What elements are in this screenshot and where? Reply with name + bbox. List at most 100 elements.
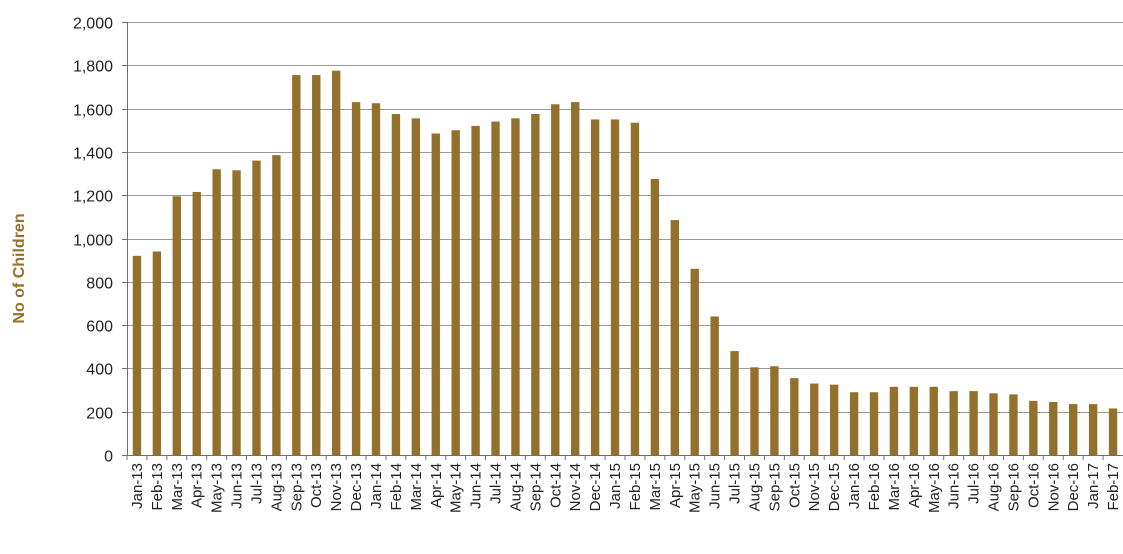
x-tick-label: Sep-14 [527, 463, 544, 511]
bar-sep-13 [292, 75, 301, 455]
x-tick-label: Jun-16 [946, 463, 963, 509]
bar-oct-15 [790, 378, 799, 455]
bar-may-16 [929, 386, 938, 455]
bar-oct-13 [312, 75, 321, 455]
y-axis: 0 200 400 600 800 1,000 1,200 1,400 1,600 1,800 2,… [73, 16, 128, 466]
x-tick-label: Jul-16 [966, 463, 983, 504]
x-tick-label: Apr-13 [189, 463, 206, 508]
x-tick-label: Feb-13 [149, 463, 166, 511]
x-tick-label: Sep-16 [1005, 463, 1022, 511]
y-tick-label: 0 [104, 449, 113, 466]
bar-feb-15 [630, 122, 640, 456]
bar-jan-15 [610, 119, 620, 456]
bar-may-13 [212, 169, 221, 455]
bar-dec-13 [351, 102, 361, 456]
x-tick-label: Oct-14 [547, 463, 564, 508]
x-tick-label: Aug-13 [268, 463, 285, 511]
bar-jan-17 [1088, 404, 1098, 455]
bar-dec-16 [1069, 404, 1078, 455]
bar-jul-16 [969, 391, 978, 455]
x-tick-label: Dec-16 [1065, 463, 1082, 511]
x-axis: Jan-13 Feb-13 Mar-13 Apr-13 May-13 Jun-13 Jul-… [126, 455, 1123, 513]
x-tick-label: Mar-13 [169, 463, 186, 511]
y-tick-label: 200 [86, 406, 113, 423]
bar-feb-17 [1108, 408, 1118, 455]
bar-sep-15 [770, 366, 779, 455]
y-tick-label: 2,000 [73, 16, 113, 33]
x-tick-label: Sep-15 [766, 463, 783, 511]
bar-jul-14 [491, 121, 500, 455]
bar-nov-13 [331, 70, 341, 456]
bar-jun-15 [710, 316, 719, 455]
x-tick-label: May-13 [209, 463, 226, 513]
x-tick-label: Apr-16 [906, 463, 923, 508]
bar-feb-14 [391, 114, 401, 455]
x-tick-label: Aug-14 [507, 463, 524, 511]
y-tick-label: 1,600 [73, 103, 113, 120]
x-tick-label: Feb-15 [627, 463, 644, 511]
y-tick-label: 400 [86, 362, 113, 379]
x-tick-label: Jan-16 [846, 463, 863, 509]
x-tick-label: Jul-15 [727, 463, 744, 504]
bar-aug-15 [750, 367, 759, 455]
x-tick-label: Jan-14 [368, 463, 385, 509]
x-tick-label: Jun-15 [707, 463, 724, 509]
x-tick-label: Oct-16 [1025, 463, 1042, 508]
x-tick-label: Nov-15 [806, 463, 823, 511]
bar-jul-13 [252, 160, 261, 455]
x-tick-label: Mar-16 [886, 463, 903, 511]
x-tick-label: Jul-13 [248, 463, 265, 504]
bar-feb-16 [869, 392, 879, 455]
bar-oct-16 [1029, 400, 1038, 456]
x-tick-label: May-14 [448, 463, 465, 513]
x-tick-label: Apr-15 [667, 463, 684, 508]
x-tick-label: Jun-13 [229, 463, 246, 509]
x-tick-label: Dec-13 [348, 463, 365, 511]
bar-jan-14 [371, 103, 381, 455]
x-tick-label: Nov-16 [1045, 463, 1062, 511]
y-tick-label: 1,000 [73, 233, 113, 250]
bar-nov-16 [1049, 401, 1058, 455]
bar-aug-13 [272, 155, 281, 455]
bar-mar-14 [411, 118, 421, 455]
x-tick-label: Nov-14 [567, 463, 584, 511]
x-tick-label: Mar-15 [647, 463, 664, 511]
x-tick-label: Jan-15 [607, 463, 624, 509]
x-tick-label: Aug-16 [986, 463, 1003, 511]
bar-sep-16 [1009, 394, 1018, 455]
x-tick-label: May-15 [687, 463, 704, 513]
y-axis-label: No of Children [11, 213, 28, 323]
bar-may-14 [451, 130, 460, 455]
x-tick-label: Jun-14 [468, 463, 485, 509]
x-tick-label: Feb-17 [1105, 463, 1122, 511]
x-tick-label: Feb-16 [866, 463, 883, 511]
bar-mar-15 [650, 178, 660, 455]
x-tick-label: Mar-14 [408, 463, 425, 511]
x-tick-label: Feb-14 [388, 463, 405, 511]
y-tick-label: 600 [86, 319, 113, 336]
bar-dec-14 [590, 119, 600, 456]
x-tick-label: Jul-14 [488, 463, 505, 504]
bar-jan-13 [132, 255, 142, 455]
x-tick-label: Aug-15 [746, 463, 763, 511]
bar-dec-15 [829, 384, 839, 455]
x-tick-label: Dec-15 [826, 463, 843, 511]
bar-nov-15 [810, 383, 819, 455]
y-tick-label: 1,800 [73, 59, 113, 76]
bar-apr-16 [909, 386, 919, 455]
y-tick-label: 800 [86, 276, 113, 293]
bar-jun-13 [232, 170, 241, 456]
x-tick-label: Apr-14 [428, 463, 445, 508]
x-tick-label: Dec-14 [587, 463, 604, 511]
x-tick-label: Oct-15 [786, 463, 803, 508]
y-tick-label: 1,400 [73, 146, 113, 163]
bar-sep-14 [531, 114, 540, 455]
bar-aug-14 [511, 118, 520, 455]
bar-apr-14 [431, 133, 440, 455]
bar-oct-14 [551, 104, 560, 456]
x-tick-label: Jan-17 [1085, 463, 1102, 509]
bar-mar-13 [172, 196, 181, 455]
x-tick-label: Oct-13 [308, 463, 325, 508]
bar-aug-16 [989, 393, 998, 455]
